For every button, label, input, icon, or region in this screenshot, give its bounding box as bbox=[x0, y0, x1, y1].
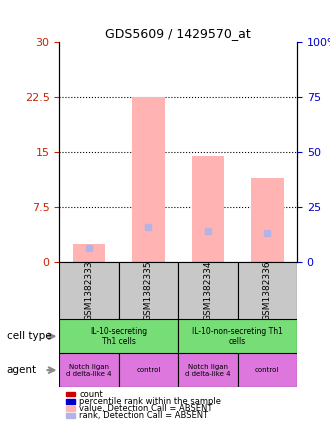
Text: value, Detection Call = ABSENT: value, Detection Call = ABSENT bbox=[79, 404, 213, 413]
Text: GSM1382336: GSM1382336 bbox=[263, 261, 272, 321]
Bar bbox=[178, 319, 297, 353]
Bar bbox=[59, 353, 119, 387]
Text: Notch ligan
d delta-like 4: Notch ligan d delta-like 4 bbox=[66, 364, 112, 376]
Bar bbox=[59, 319, 178, 353]
Bar bbox=[238, 353, 297, 387]
Bar bbox=[191, 156, 224, 262]
Text: cell type: cell type bbox=[7, 331, 51, 341]
Text: control: control bbox=[136, 367, 161, 373]
Text: GSM1382335: GSM1382335 bbox=[144, 261, 153, 321]
Bar bbox=[178, 353, 238, 387]
Text: GSM1382334: GSM1382334 bbox=[203, 261, 213, 321]
Text: GSM1382333: GSM1382333 bbox=[84, 261, 94, 321]
Bar bbox=[73, 244, 106, 262]
Text: IL-10-secreting
Th1 cells: IL-10-secreting Th1 cells bbox=[90, 327, 148, 346]
Bar bbox=[238, 262, 297, 319]
Text: percentile rank within the sample: percentile rank within the sample bbox=[79, 397, 221, 406]
Bar bbox=[178, 262, 238, 319]
Title: GDS5609 / 1429570_at: GDS5609 / 1429570_at bbox=[105, 27, 251, 40]
Text: Notch ligan
d delta-like 4: Notch ligan d delta-like 4 bbox=[185, 364, 231, 376]
Bar bbox=[119, 262, 178, 319]
Text: rank, Detection Call = ABSENT: rank, Detection Call = ABSENT bbox=[79, 411, 208, 420]
Text: agent: agent bbox=[7, 365, 37, 375]
Text: count: count bbox=[79, 390, 103, 399]
Text: control: control bbox=[255, 367, 280, 373]
Bar bbox=[251, 178, 283, 262]
Bar bbox=[59, 262, 119, 319]
Text: IL-10-non-secreting Th1
cells: IL-10-non-secreting Th1 cells bbox=[192, 327, 283, 346]
Bar bbox=[132, 97, 165, 262]
Bar bbox=[119, 353, 178, 387]
